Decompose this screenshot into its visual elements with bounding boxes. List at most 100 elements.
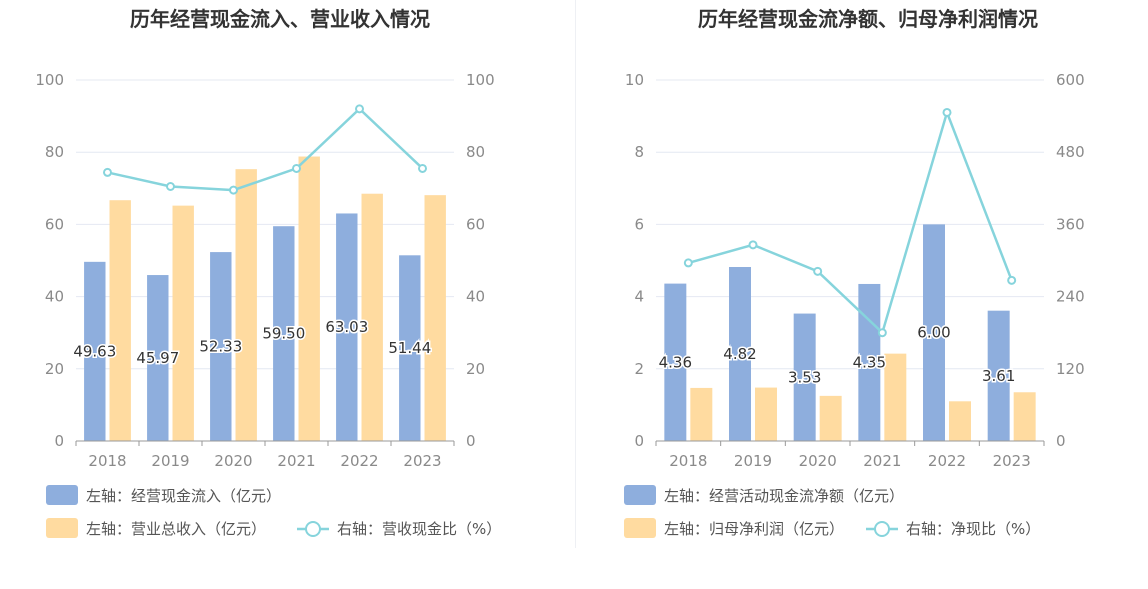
line-point (813, 266, 823, 276)
bar-primary (858, 283, 881, 441)
chart-panel-cash-inflow: 历年经营现金流入、营业收入情况 0 20 40 60 80 100 0 20 40 60 80 100… (35, 7, 501, 538)
y-left-tick-label: 10 (625, 71, 644, 89)
bar-secondary (424, 195, 446, 441)
y-right-tick-label: 20 (466, 360, 485, 378)
legend-swatch-bar (624, 485, 656, 505)
y-left-tick-label: 20 (45, 360, 64, 378)
data-label: 63.03 (325, 318, 368, 336)
y-left-tick-label: 2 (634, 360, 644, 378)
line-point (418, 163, 427, 173)
bar-secondary (949, 401, 971, 441)
line-series (107, 107, 424, 192)
bar-primary (147, 275, 169, 441)
data-label: 49.63 (73, 342, 116, 360)
legend-label: 右轴：营收现金比（%） (337, 520, 501, 538)
y-left-tick-label: 0 (54, 432, 64, 450)
y-right-tick-label: 600 (1056, 71, 1085, 89)
line-point (683, 258, 693, 268)
panel-divider (575, 0, 576, 548)
y-left-tick-label: 100 (35, 71, 64, 89)
y-right-tick-label: 120 (1056, 360, 1085, 378)
bar-secondary (235, 169, 257, 442)
y-right-tick-label: 40 (466, 288, 485, 306)
x-tick-label: 2021 (277, 452, 315, 470)
x-tick-label: 2018 (669, 452, 707, 470)
bar-secondary (361, 193, 383, 441)
bar-primary (336, 213, 358, 441)
y-left-tick-label: 0 (634, 432, 644, 450)
line-point (1007, 275, 1017, 285)
line-point (229, 185, 238, 195)
data-label: 52.33 (199, 338, 242, 356)
chart-title: 历年经营现金流入、营业收入情况 (130, 7, 430, 31)
bar-primary (273, 226, 295, 441)
legend-swatch-bar (46, 485, 78, 505)
line-point (103, 167, 112, 177)
y-left-tick-label: 6 (634, 215, 644, 233)
chart-title: 历年经营现金流净额、归母净利润情况 (698, 7, 1038, 31)
bar-primary (923, 224, 945, 441)
y-right-tick-label: 60 (466, 215, 485, 233)
y-right-tick-label: 360 (1056, 215, 1085, 233)
data-label: 4.82 (723, 345, 756, 363)
y-right-tick-label: 0 (466, 432, 476, 450)
data-label: 51.44 (388, 339, 431, 357)
data-label: 59.50 (262, 325, 305, 343)
legend-swatch-point (874, 521, 890, 537)
bar-secondary (755, 387, 777, 441)
data-label: 3.61 (982, 367, 1015, 385)
data-label: 4.36 (659, 353, 692, 371)
x-tick-label: 2022 (928, 452, 966, 470)
y-left-tick-label: 4 (634, 288, 644, 306)
bar-primary (84, 261, 106, 441)
bar-secondary (884, 353, 907, 441)
x-tick-label: 2023 (403, 452, 441, 470)
y-right-tick-label: 100 (466, 71, 495, 89)
bar-primary (399, 255, 421, 441)
bar-primary (210, 252, 232, 441)
x-tick-label: 2022 (340, 452, 378, 470)
y-right-tick-label: 80 (466, 143, 485, 161)
y-left-tick-label: 80 (45, 143, 64, 161)
data-label: 6.00 (917, 324, 950, 342)
chart-net-cash-flow: 历年经营现金流净额、归母净利润情况 0 2 4 6 8 10 0 120 240 360 480 60… (624, 7, 1085, 538)
legend-swatch-bar (46, 518, 78, 538)
x-tick-label: 2020 (214, 452, 252, 470)
legend-swatch-bar (624, 518, 656, 538)
y-right-tick-label: 0 (1056, 432, 1066, 450)
x-tick-label: 2021 (863, 452, 901, 470)
data-label: 4.35 (853, 353, 886, 371)
line-point (355, 104, 364, 114)
bar-primary (729, 266, 751, 441)
line-point (942, 107, 952, 117)
line-point (166, 181, 175, 191)
y-right-tick-label: 480 (1056, 143, 1085, 161)
data-label: 45.97 (136, 349, 179, 367)
bar-primary (987, 310, 1010, 441)
bar-secondary (109, 200, 131, 441)
legend-label: 左轴：经营活动现金流净额（亿元） (664, 487, 904, 505)
bar-secondary (1013, 392, 1036, 441)
y-left-tick-label: 40 (45, 288, 64, 306)
line-series (687, 108, 1013, 336)
bar-secondary (172, 205, 194, 441)
line-point (292, 163, 301, 173)
x-tick-label: 2019 (151, 452, 189, 470)
legend-label: 左轴：归母净利润（亿元） (664, 520, 844, 538)
x-tick-label: 2019 (734, 452, 772, 470)
x-tick-label: 2018 (88, 452, 126, 470)
legend-label: 右轴：净现比（%） (906, 520, 1040, 538)
line-point (748, 240, 758, 250)
y-right-tick-label: 240 (1056, 288, 1085, 306)
bar-secondary (690, 387, 713, 441)
bar-secondary (819, 395, 842, 441)
bar-primary (664, 283, 687, 441)
legend-label: 左轴：营业总收入（亿元） (86, 520, 266, 538)
x-tick-label: 2020 (799, 452, 837, 470)
chart-cash-inflow: 历年经营现金流入、营业收入情况 0 20 40 60 80 100 0 20 40 60 80 100… (35, 7, 501, 538)
chart-panel-net-cash-flow: 历年经营现金流净额、归母净利润情况 0 2 4 6 8 10 0 120 240 360 480 60… (578, 0, 1148, 589)
y-left-tick-label: 60 (45, 215, 64, 233)
data-label: 3.53 (788, 368, 821, 386)
legend-label: 左轴：经营现金流入（亿元） (86, 487, 281, 505)
line-point (877, 328, 887, 338)
